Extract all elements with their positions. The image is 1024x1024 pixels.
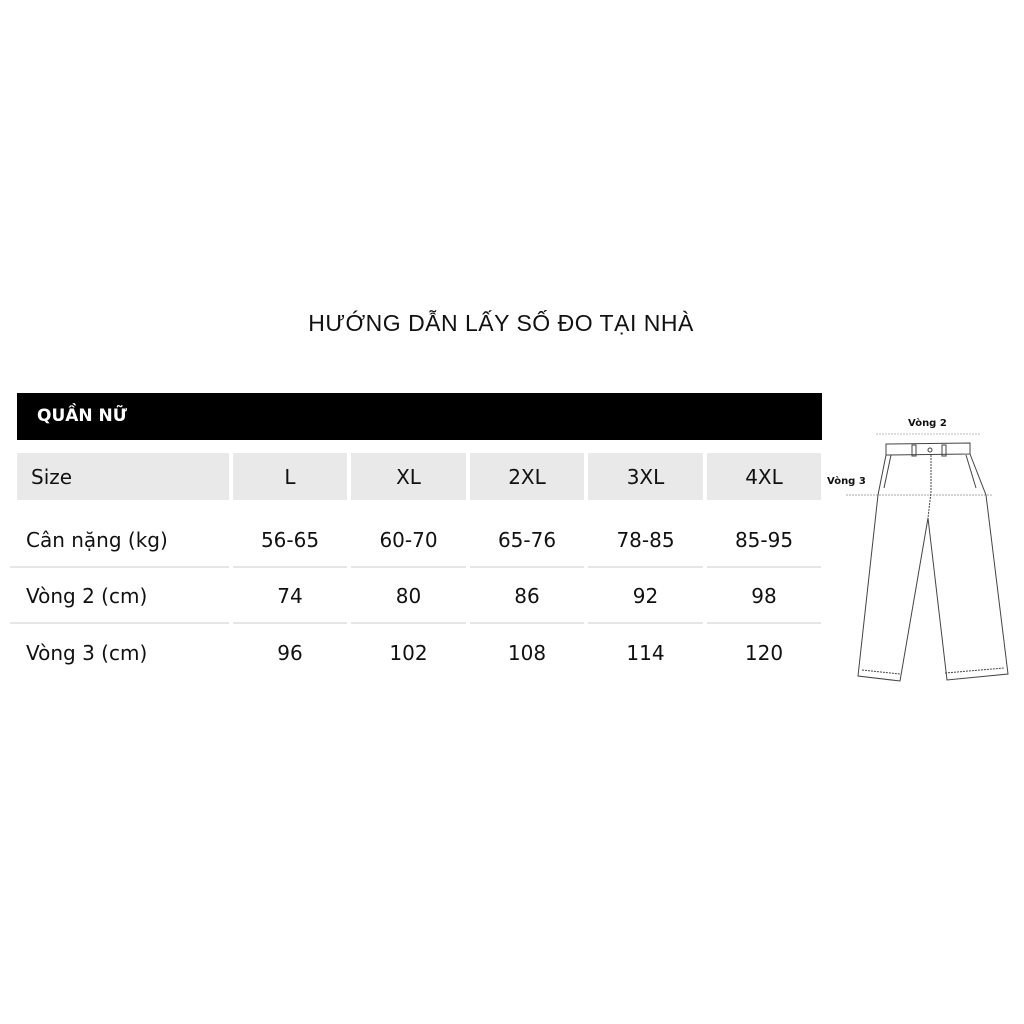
row-label: Vòng 2 (cm) xyxy=(26,584,148,608)
table-cell: 65-76 xyxy=(497,528,557,552)
table-cell: 102 xyxy=(389,641,428,665)
row-divider xyxy=(707,566,821,568)
size-header-cell: L xyxy=(233,453,347,500)
row-divider xyxy=(10,566,229,568)
row-divider xyxy=(470,622,584,624)
row-divider xyxy=(351,566,466,568)
section-header: QUẦN NỮ xyxy=(17,393,822,440)
row-divider xyxy=(588,622,703,624)
row-divider xyxy=(470,566,584,568)
row-divider xyxy=(233,622,347,624)
table-cell: 74 xyxy=(277,584,303,608)
table-cell: 96 xyxy=(277,641,303,665)
table-cell: 80 xyxy=(395,584,422,608)
row-divider xyxy=(707,622,821,624)
table-cell: 85-95 xyxy=(734,528,794,552)
row-divider xyxy=(233,566,347,568)
size-header-cell: 2XL xyxy=(470,453,584,500)
table-cell: 108 xyxy=(507,641,547,665)
table-cell: 98 xyxy=(751,584,777,608)
table-cell: 120 xyxy=(744,641,784,665)
size-header-cell: XL xyxy=(351,453,466,500)
table-cell: 56-65 xyxy=(260,528,320,552)
table-cell: 78-85 xyxy=(616,528,675,552)
row-divider xyxy=(10,622,229,624)
row-label: Vòng 3 (cm) xyxy=(26,641,148,665)
table-cell: 114 xyxy=(626,641,665,665)
table-cell: 86 xyxy=(514,584,540,608)
waist-label: Vòng 2 xyxy=(908,418,947,429)
pants-diagram: Vòng 2 Vòng 3 xyxy=(820,400,1024,690)
size-header-cell: 4XL xyxy=(707,453,821,500)
pants-icon xyxy=(846,433,1009,682)
table-cell: 92 xyxy=(632,584,659,608)
table-cell: 60-70 xyxy=(379,528,438,552)
row-divider xyxy=(351,622,466,624)
page-title: HƯỚNG DẪN LẤY SỐ ĐO TẠI NHÀ xyxy=(308,310,694,336)
hip-label: Vòng 3 xyxy=(827,476,866,487)
header-label: Size xyxy=(17,453,229,500)
size-header-cell: 3XL xyxy=(588,453,703,500)
row-label: Cân nặng (kg) xyxy=(26,528,168,552)
row-divider xyxy=(588,566,703,568)
